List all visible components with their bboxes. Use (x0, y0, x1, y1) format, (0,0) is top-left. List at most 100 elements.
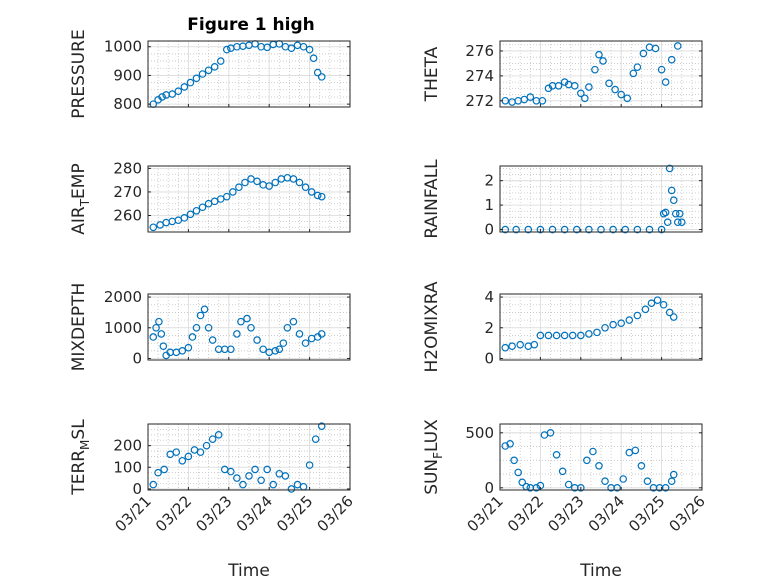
data-points (501, 428, 678, 492)
data-point (665, 164, 674, 173)
data-point (313, 191, 322, 200)
y-axis-label: SUNFLUX (422, 419, 445, 495)
data-point (508, 342, 516, 350)
data-point (576, 331, 585, 340)
data-point (243, 314, 251, 323)
data-point (198, 203, 207, 212)
grid-lines (499, 294, 703, 360)
y-axis-label: MIXDEPTH (69, 283, 89, 372)
data-point (643, 477, 652, 486)
x-axis-label: Time (579, 561, 622, 581)
data-point (601, 323, 609, 332)
data-point (313, 68, 322, 77)
data-points (149, 40, 326, 108)
data-point (583, 456, 591, 465)
data-point (178, 456, 187, 465)
data-point (233, 474, 241, 482)
data-point (186, 210, 195, 219)
y-tick-label: 1 (484, 196, 494, 214)
data-point (227, 467, 235, 476)
data-point (621, 225, 630, 234)
data-point (657, 225, 666, 234)
y-tick-label: 0 (484, 349, 494, 367)
data-point (222, 45, 231, 54)
data-points (149, 173, 326, 232)
y-tick-label: 0 (132, 480, 142, 498)
data-point (589, 447, 597, 456)
data-point (669, 470, 678, 479)
data-points (149, 305, 326, 360)
data-point (186, 78, 195, 87)
axes-box (499, 423, 703, 491)
data-point (168, 90, 177, 98)
data-point (208, 336, 217, 344)
data-point (283, 323, 292, 332)
data-points (501, 42, 682, 106)
data-point (172, 448, 181, 456)
data-point (599, 57, 607, 65)
data-point (572, 225, 581, 234)
y-axis-label-subscript: M (78, 440, 92, 450)
y-tick-label: 1000 (104, 38, 142, 56)
data-point (629, 69, 638, 78)
y-tick-label: 100 (113, 458, 142, 476)
y-tick-label: 276 (465, 42, 494, 60)
data-point (289, 317, 298, 326)
data-point (546, 428, 555, 437)
y-ticks: 0 100 200 (113, 437, 350, 498)
y-axis-label: H2OMIXRA (422, 281, 442, 372)
data-point (576, 89, 585, 98)
data-point (651, 44, 660, 53)
data-point (581, 94, 589, 103)
data-point (263, 43, 271, 52)
data-point (198, 70, 207, 78)
x-tick-label: 03/24 (233, 492, 276, 535)
data-point (307, 188, 316, 196)
data-point (661, 483, 670, 492)
x-ticks (499, 229, 703, 232)
x-tick-label: 03/26 (666, 492, 709, 535)
data-point (633, 63, 642, 71)
data-point (532, 483, 541, 492)
data-point (192, 74, 201, 83)
data-point (595, 50, 603, 59)
data-point (609, 320, 617, 329)
panel-theta: 272 274 276 THETA (422, 40, 703, 110)
data-point (514, 468, 522, 477)
data-point (299, 42, 308, 51)
data-point (210, 63, 219, 71)
data-point (512, 225, 520, 234)
y-axis-label: RAINFALL (422, 159, 442, 239)
data-point (619, 475, 628, 483)
data-point (667, 477, 676, 486)
data-point (157, 330, 166, 338)
axes-box (147, 165, 351, 233)
figure-title: Figure 1 high (187, 15, 315, 35)
data-point (241, 178, 249, 187)
x-tick-label: 03/23 (192, 492, 235, 535)
y-axis-label: AIRTEMP (69, 163, 92, 234)
y-tick-label: 900 (113, 66, 142, 84)
data-point (645, 225, 654, 234)
data-point (245, 472, 253, 480)
y-axis-label-subscript: F (431, 452, 445, 459)
data-point (235, 183, 243, 192)
data-point (295, 330, 304, 338)
data-point (633, 225, 642, 234)
data-point (524, 225, 533, 234)
x-ticks (147, 229, 351, 232)
x-tick-label: 03/22 (152, 492, 195, 535)
data-point (516, 340, 525, 349)
axes-box (147, 293, 351, 361)
y-ticks: 260 270 280 (113, 159, 350, 225)
data-point (667, 186, 676, 195)
x-ticks (147, 104, 351, 107)
data-point (253, 336, 261, 344)
y-axis-label-main: TERR (69, 450, 89, 496)
y-axis-label-tail: EMP (69, 163, 89, 199)
y-tick-label: 4 (484, 288, 494, 306)
data-point (647, 299, 656, 308)
data-point (641, 305, 650, 314)
data-point (158, 93, 166, 101)
